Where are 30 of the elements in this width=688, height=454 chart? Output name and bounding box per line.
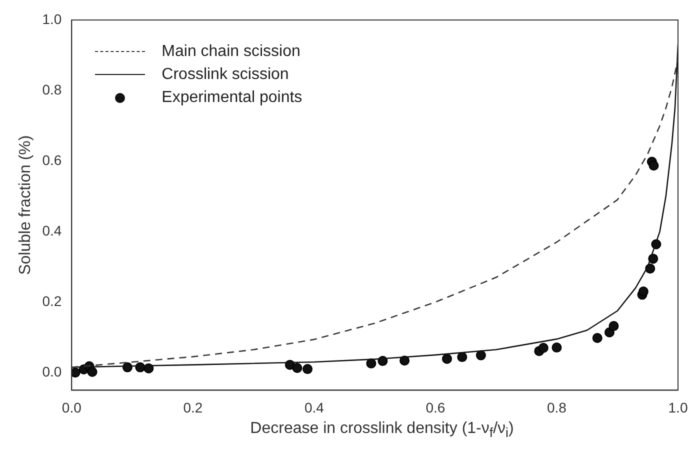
legend-label: Crosslink scission: [162, 65, 289, 85]
legend-label: Main chain scission: [162, 42, 300, 62]
x-tick-label: 0.2: [183, 399, 203, 416]
x-tick-label: 0.0: [62, 399, 82, 416]
x-tick-label: 0.4: [304, 399, 324, 416]
point: [638, 286, 648, 296]
y-axis-title: Soluble fraction (%): [17, 135, 34, 275]
point: [442, 354, 452, 364]
x-tick-label: 0.8: [547, 399, 567, 416]
y-tick-label: 0.2: [42, 292, 62, 309]
y-tick-label: 1.0: [42, 10, 62, 27]
point: [552, 342, 562, 353]
point: [457, 352, 468, 362]
point: [592, 333, 602, 344]
point: [302, 364, 313, 374]
y-tick-label: 0.8: [42, 81, 62, 98]
point: [292, 362, 302, 373]
point: [608, 321, 619, 332]
y-tick-label: 0.6: [42, 152, 62, 168]
legend-label: Experimental points: [162, 88, 302, 108]
y-tick-label: 0.4: [42, 222, 62, 238]
point: [538, 342, 548, 353]
x-tick-label: 0.6: [426, 399, 446, 416]
x-tick-label: 1.0: [668, 399, 688, 416]
point: [648, 160, 659, 171]
x-axis-title: Decrease in crosslink density (1-ν$_{f}$/ν$_{i}$): [249, 420, 515, 440]
y-tick-label: 0.0: [42, 363, 62, 380]
point: [476, 350, 486, 360]
point: [87, 366, 98, 377]
point: [72, 368, 80, 378]
